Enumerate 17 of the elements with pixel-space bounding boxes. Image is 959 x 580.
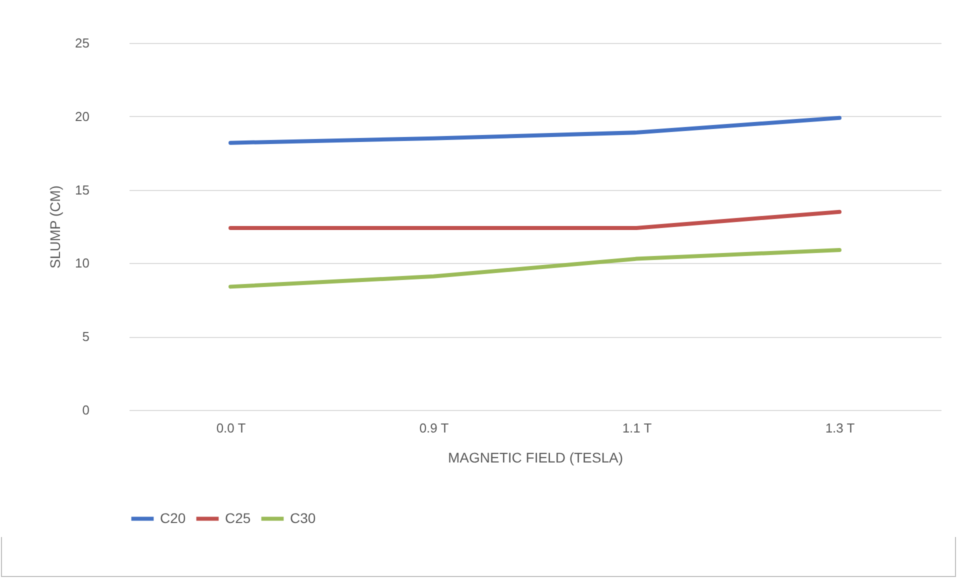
x-tick-label: 1.3 T (825, 420, 855, 436)
x-tick-label: 1.1 T (622, 420, 652, 436)
line-series (228, 116, 842, 145)
y-tick-label: 0 (82, 402, 90, 418)
y-tick-label: 20 (75, 108, 90, 124)
y-axis-title: SLUMP (CM) (47, 186, 64, 268)
legend-label: C30 (290, 510, 316, 526)
x-tick-label: 0.0 T (216, 420, 246, 436)
x-tick-label: 0.9 T (419, 420, 449, 436)
x-axis-title: MAGNETIC FIELD (TESLA) (448, 450, 624, 466)
y-tick-label: 5 (82, 329, 90, 344)
y-tick-label: 10 (75, 256, 90, 271)
line-series (228, 248, 842, 289)
y-tick-label: 15 (75, 182, 90, 198)
legend-label: C20 (160, 510, 186, 526)
y-tick-label: 25 (75, 36, 90, 50)
legend-label: C25 (225, 510, 251, 526)
